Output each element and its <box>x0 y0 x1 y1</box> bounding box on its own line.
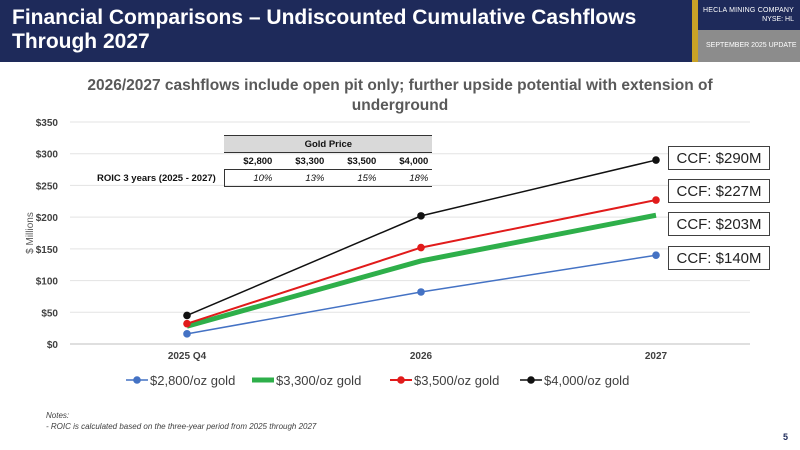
roic-value: 18% <box>380 169 433 187</box>
company-name: HECLA MINING COMPANY <box>703 7 794 14</box>
data-point <box>417 212 425 220</box>
data-point <box>183 311 191 320</box>
y-tick-label: $0 <box>47 340 59 351</box>
page-title: Financial Comparisons – Undiscounted Cum… <box>12 6 637 53</box>
price-cell: $4,000 <box>380 152 433 170</box>
y-tick-label: $350 <box>36 118 59 129</box>
data-point <box>652 156 660 164</box>
chart-subtitle: 2026/2027 cashflows include open pit onl… <box>87 77 713 114</box>
y-tick-label: $150 <box>36 245 59 256</box>
y-tick-label: $200 <box>36 213 59 224</box>
notes-heading: Notes: <box>46 411 70 420</box>
price-cell: $3,300 <box>276 152 329 170</box>
roic-row-label: ROIC 3 years (2025 - 2027) <box>93 169 225 187</box>
ccf-label-140: CCF: $140M <box>668 246 770 270</box>
update-label: SEPTEMBER 2025 UPDATE <box>706 42 797 49</box>
legend-label: $3,300/oz gold <box>276 373 361 388</box>
note-item: - ROIC is calculated based on the three-… <box>46 422 317 431</box>
series-line <box>186 212 657 329</box>
data-point <box>183 319 191 328</box>
legend-marker <box>527 376 535 384</box>
ccf-label-203: CCF: $203M <box>668 212 770 236</box>
x-tick-label: 2026 <box>410 351 433 362</box>
legend-marker <box>133 376 141 384</box>
legend-label: $4,000/oz gold <box>544 373 629 388</box>
company-box: HECLA MINING COMPANY NYSE: HL <box>698 0 800 30</box>
ticker: NYSE: HL <box>762 16 794 23</box>
legend-label: $2,800/oz gold <box>150 373 235 388</box>
accent-strip <box>692 0 698 62</box>
page-number: 5 <box>782 432 788 442</box>
ccf-label-227: CCF: $227M <box>668 179 770 203</box>
gold-price-header: Gold Price <box>224 135 433 153</box>
y-tick-label: $300 <box>36 150 59 161</box>
legend-label: $3,500/oz gold <box>414 373 499 388</box>
y-axis-label: $ Millions <box>25 212 36 254</box>
notes: Notes: - ROIC is calculated based on the… <box>46 410 316 432</box>
price-cell: $3,500 <box>328 152 381 170</box>
data-point <box>183 330 191 338</box>
price-cell: $2,800 <box>224 152 277 170</box>
roic-value: 10% <box>224 169 277 187</box>
ccf-label-290: CCF: $290M <box>668 146 770 170</box>
data-point <box>652 196 660 204</box>
legend-marker <box>397 376 405 384</box>
y-tick-label: $250 <box>36 181 59 192</box>
data-point <box>652 251 660 259</box>
x-tick-label: 2027 <box>645 351 668 362</box>
data-point <box>417 288 425 296</box>
y-tick-label: $50 <box>41 308 58 319</box>
update-box: SEPTEMBER 2025 UPDATE <box>698 30 800 62</box>
y-tick-label: $100 <box>36 277 59 288</box>
x-tick-label: 2025 Q4 <box>168 351 207 362</box>
roic-value: 13% <box>276 169 329 187</box>
header-banner: Financial Comparisons – Undiscounted Cum… <box>0 0 692 62</box>
data-point <box>417 243 425 252</box>
roic-value: 15% <box>328 169 381 187</box>
roic-table: Gold Price $2,800 $3,300 $3,500 $4,000 R… <box>93 135 433 187</box>
